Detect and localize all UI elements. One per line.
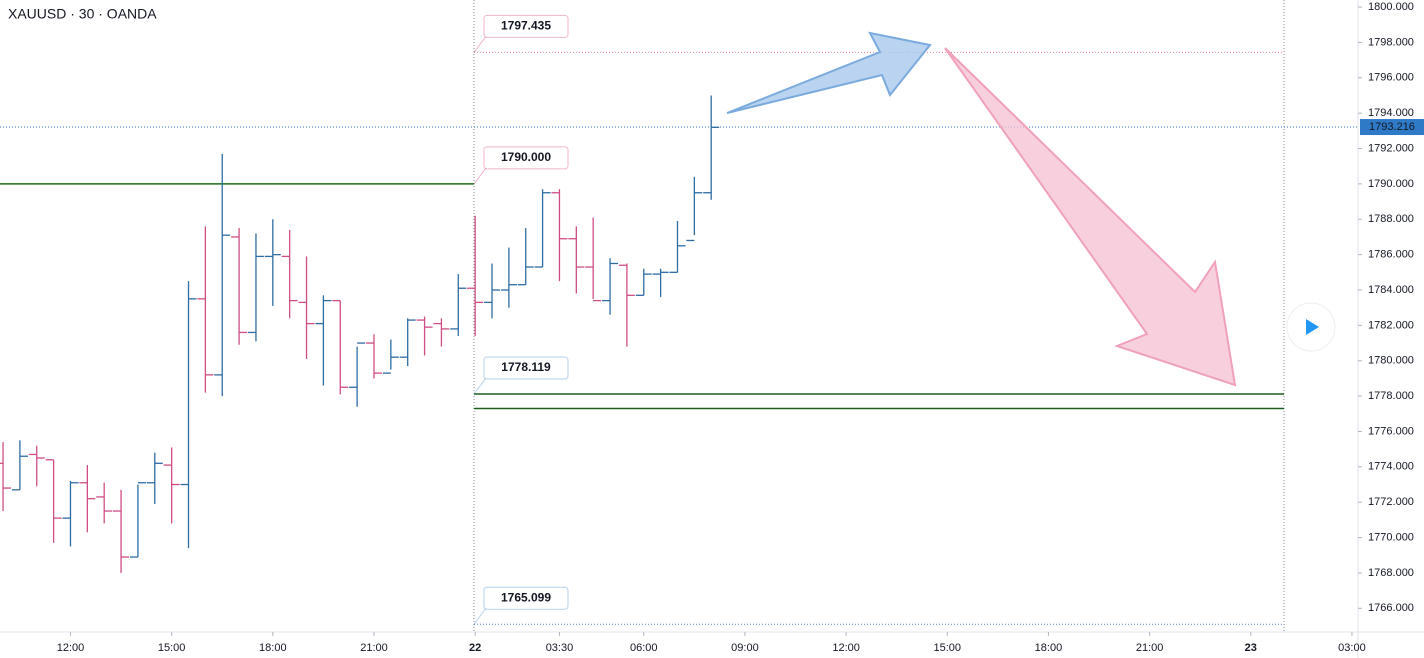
x-tick-label: 03:00 [1338,642,1366,654]
x-tick-label: 12:00 [57,642,85,654]
y-tick-label: 1788.000 [1368,213,1414,225]
y-tick-label: 1782.000 [1368,319,1414,331]
x-tick-label: 06:00 [630,642,658,654]
level-label: 1778.119 [501,360,551,374]
y-tick-label: 1778.000 [1368,390,1414,402]
x-tick-label: 18:00 [1035,642,1063,654]
y-tick-label: 1796.000 [1368,72,1414,84]
x-tick-label: 21:00 [360,642,388,654]
y-tick-label: 1776.000 [1368,425,1414,437]
x-tick-label: 15:00 [158,642,186,654]
level-label-box [483,14,569,38]
down-arrow-drawing [944,47,1237,387]
x-tick-label: 15:00 [933,642,961,654]
x-tick-label: 23 [1245,642,1257,654]
last-price-label: 1793.216 [1369,121,1415,133]
x-tick-label: 12:00 [832,642,860,654]
play-icon[interactable] [1306,319,1319,335]
x-tick-label: 21:00 [1136,642,1164,654]
label-pointer [473,35,492,53]
y-tick-label: 1798.000 [1368,36,1414,48]
y-tick-label: 1792.000 [1368,142,1414,154]
level-label: 1797.435 [501,19,551,33]
up-arrow-drawing [726,31,932,114]
y-tick-label: 1768.000 [1368,567,1414,579]
y-tick-label: 1774.000 [1368,461,1414,473]
y-tick-label: 1766.000 [1368,602,1414,614]
level-label-box [483,586,569,610]
level-label-box [483,146,569,170]
y-tick-label: 1770.000 [1368,531,1414,543]
x-tick-label: 22 [469,642,481,654]
chart-title: XAUUSD · 30 · OANDA [8,6,157,22]
y-tick-label: 1772.000 [1368,496,1414,508]
level-label-box [483,356,569,380]
y-tick-label: 1784.000 [1368,284,1414,296]
level-label: 1790.000 [501,150,551,164]
y-tick-label: 1786.000 [1368,249,1414,261]
label-pointer [473,167,492,185]
x-tick-label: 09:00 [731,642,759,654]
y-tick-label: 1800.000 [1368,1,1414,13]
label-pointer [473,377,492,395]
y-tick-label: 1780.000 [1368,355,1414,367]
last-price-tag [1360,119,1424,136]
y-tick-label: 1794.000 [1368,107,1414,119]
y-tick-label: 1790.000 [1368,178,1414,190]
x-tick-label: 18:00 [259,642,287,654]
level-label: 1765.099 [501,590,551,604]
x-tick-label: 03:30 [546,642,574,654]
label-pointer [473,607,492,625]
